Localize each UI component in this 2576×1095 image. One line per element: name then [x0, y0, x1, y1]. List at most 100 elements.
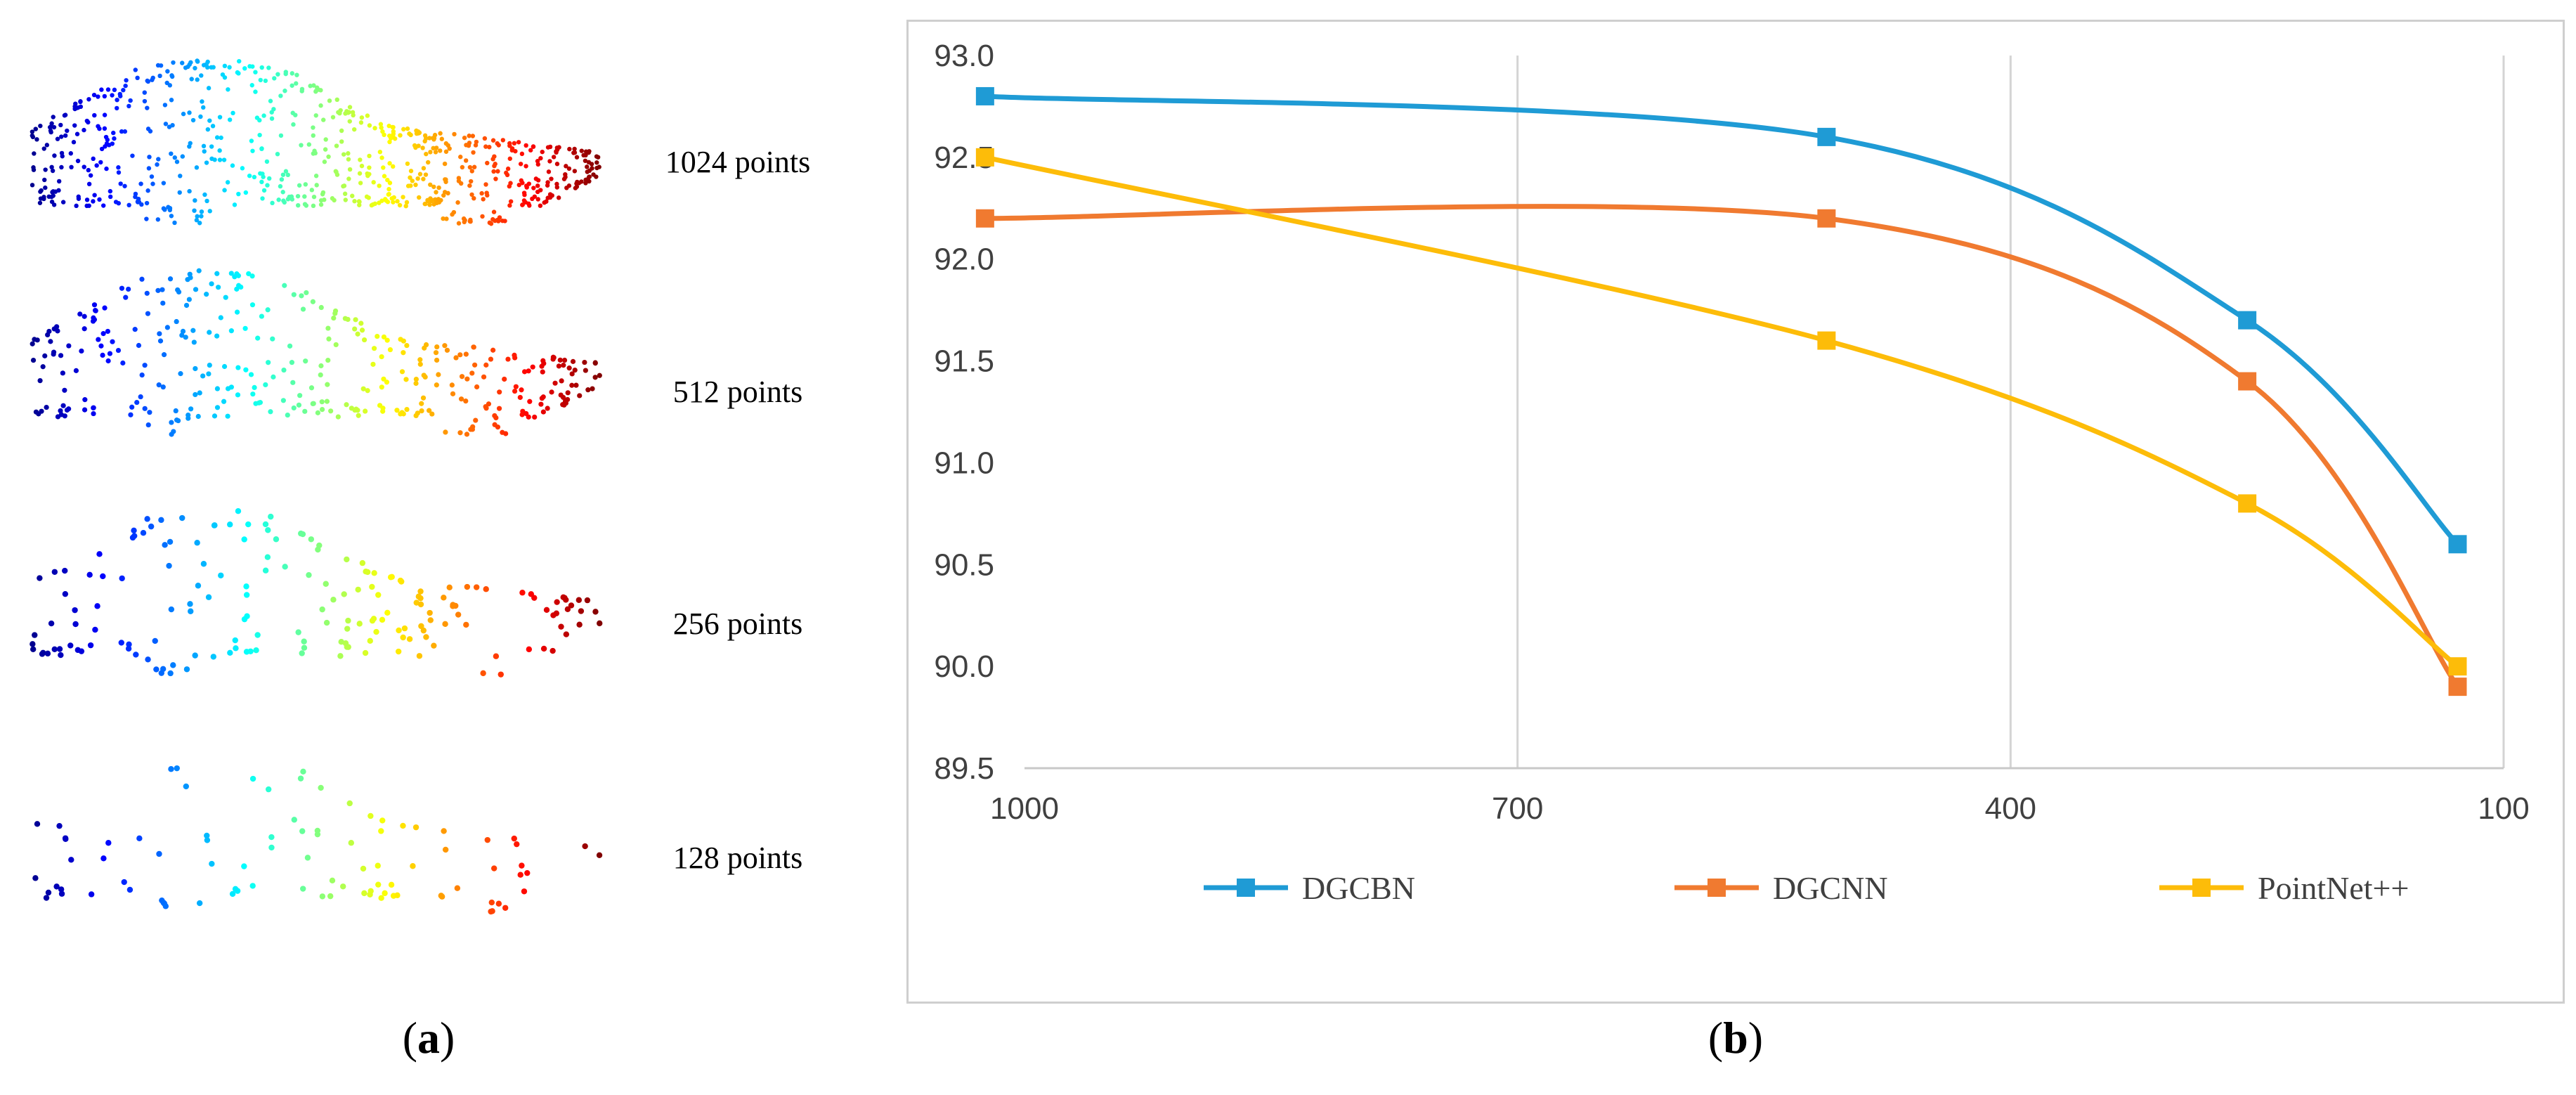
car-point	[108, 188, 113, 194]
car-point	[585, 169, 590, 174]
car-point	[266, 65, 271, 70]
y-tick-label-3: 91.0	[934, 446, 994, 480]
car-point	[535, 178, 541, 183]
car-point	[417, 171, 423, 176]
car-point	[204, 832, 210, 839]
car-point	[365, 171, 370, 176]
car-point	[118, 181, 123, 186]
car-point	[442, 621, 448, 628]
car-point	[59, 134, 64, 139]
car-point	[145, 422, 151, 428]
car-point	[152, 637, 158, 644]
car-point	[512, 388, 518, 394]
car-point	[100, 331, 106, 337]
car-point	[58, 886, 65, 893]
car-point	[378, 122, 384, 127]
car-point	[54, 324, 60, 330]
car-point	[79, 348, 84, 354]
car-point	[192, 208, 197, 213]
car-point	[282, 283, 287, 288]
caption-a: (a)	[358, 1012, 499, 1064]
car-point	[309, 188, 315, 193]
car-point	[516, 182, 521, 188]
car-point	[574, 155, 580, 160]
car-point	[579, 148, 584, 153]
car-point	[150, 181, 155, 186]
car-point	[187, 110, 192, 115]
car-point	[359, 328, 365, 333]
car-point	[169, 214, 174, 219]
car-point	[43, 895, 50, 901]
car-point	[557, 357, 563, 363]
car-point	[299, 650, 305, 656]
car-point	[388, 881, 395, 888]
car-point	[379, 155, 384, 160]
car-point	[381, 334, 387, 340]
car-point	[438, 131, 443, 136]
car-point	[211, 65, 216, 70]
car-point	[350, 193, 355, 198]
car-point	[297, 183, 302, 188]
point-pointnet-512	[1817, 331, 1836, 350]
car-point	[169, 432, 174, 437]
car-point	[131, 527, 137, 534]
car-point	[594, 154, 599, 159]
car-point	[442, 846, 449, 853]
car-point	[165, 69, 170, 74]
car-point	[55, 136, 60, 141]
car-point	[554, 145, 560, 150]
car-point	[34, 337, 40, 343]
legend-label-pointnet: PointNet++	[2258, 870, 2409, 906]
car-point	[467, 164, 473, 170]
car-point	[46, 194, 51, 199]
car-point	[226, 87, 230, 92]
car-point	[126, 886, 134, 893]
car-point	[479, 190, 484, 196]
car-point	[384, 609, 391, 616]
car-point	[132, 327, 138, 332]
car-point	[60, 200, 66, 205]
car-point	[49, 199, 55, 205]
car-point	[46, 328, 52, 335]
car-point	[302, 408, 308, 414]
car-point	[133, 67, 138, 72]
car-point	[105, 840, 112, 846]
car-point	[417, 588, 424, 595]
car-point	[214, 333, 220, 339]
car-point	[502, 219, 507, 223]
car-point	[188, 60, 193, 65]
car-point	[129, 404, 135, 410]
caption-a-open: (	[402, 1013, 417, 1063]
car-point	[575, 597, 583, 603]
car-point	[275, 72, 280, 77]
car-point	[516, 140, 521, 145]
car-point	[543, 607, 550, 614]
car-point	[318, 202, 324, 207]
car-point	[552, 380, 558, 386]
car-point	[98, 160, 103, 165]
car-point	[186, 297, 192, 302]
car-point	[535, 159, 540, 164]
car-point	[513, 384, 519, 389]
point-pointnet-128	[2448, 657, 2467, 676]
car-point	[269, 110, 274, 115]
car-point	[173, 408, 178, 414]
car-point	[450, 603, 456, 609]
car-point	[228, 271, 234, 276]
car-point	[346, 157, 351, 162]
car-point	[469, 192, 474, 197]
car-point	[446, 584, 453, 591]
car-point	[434, 200, 439, 205]
car-point	[482, 136, 488, 141]
car-point	[62, 567, 68, 574]
car-point	[483, 144, 488, 149]
car-point	[293, 112, 298, 117]
car-point	[563, 174, 568, 180]
car-point	[278, 133, 284, 138]
car-point	[164, 325, 170, 330]
caption-b: (b)	[1665, 1012, 1806, 1064]
car-point	[32, 632, 38, 638]
car-point	[142, 363, 148, 368]
car-point	[183, 335, 188, 340]
car-point	[91, 156, 96, 162]
